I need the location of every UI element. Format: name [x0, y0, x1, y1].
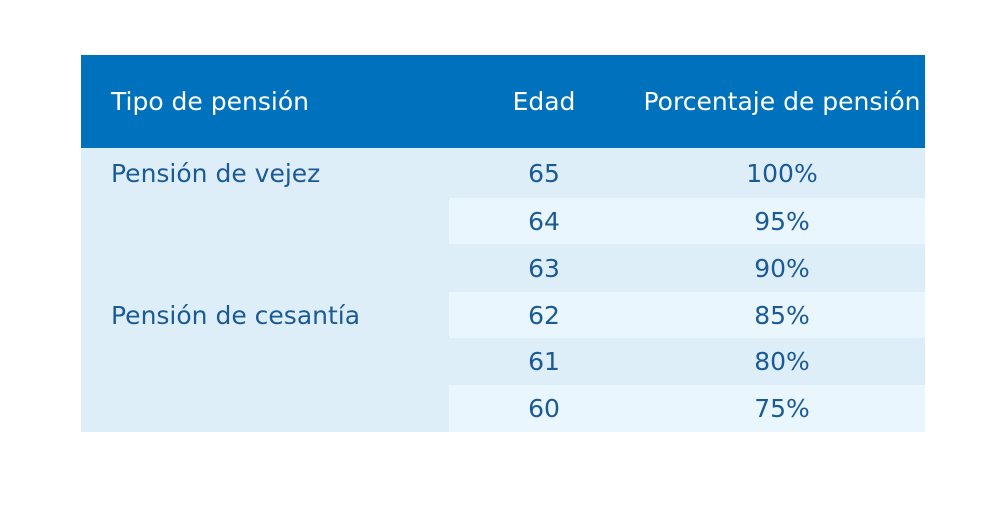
porcentaje-cell: 80% [754, 347, 810, 376]
edad-cell: 63 [528, 253, 560, 283]
tipo-cell-cesantia: Pensión de cesantía [81, 198, 449, 432]
porcentaje-cell: 95% [754, 206, 810, 236]
edad-cell: 60 [528, 394, 560, 423]
header-porcentaje-de-pension: Porcentaje de pensión [643, 87, 921, 116]
values-column: 65 100% 64 95% 63 90% 62 85% 61 80% 60 7… [449, 148, 925, 432]
tipo-column: Pensión de vejez Pensión de cesantía [81, 148, 449, 432]
edad-cell: 62 [528, 300, 560, 330]
table-row: 61 80% [449, 338, 925, 385]
porcentaje-cell: 85% [754, 300, 810, 330]
porcentaje-cell: 75% [754, 394, 810, 423]
table-header: Tipo de pensión Edad Porcentaje de pensi… [81, 55, 925, 148]
porcentaje-cell: 90% [754, 253, 810, 283]
edad-cell: 65 [528, 158, 560, 188]
table-row: 63 90% [449, 244, 925, 292]
edad-cell: 61 [528, 347, 560, 376]
tipo-cell-vejez: Pensión de vejez [81, 148, 449, 198]
header-tipo-de-pension: Tipo de pensión [111, 87, 309, 116]
porcentaje-cell: 100% [746, 158, 818, 188]
edad-cell: 64 [528, 206, 560, 236]
table-body: Pensión de vejez Pensión de cesantía 65 … [81, 148, 925, 432]
table-row: 62 85% [449, 292, 925, 338]
header-edad: Edad [512, 87, 576, 116]
pension-table: Tipo de pensión Edad Porcentaje de pensi… [81, 55, 925, 432]
table-row: 65 100% [449, 148, 925, 198]
table-row: 64 95% [449, 198, 925, 244]
table-row: 60 75% [449, 385, 925, 432]
